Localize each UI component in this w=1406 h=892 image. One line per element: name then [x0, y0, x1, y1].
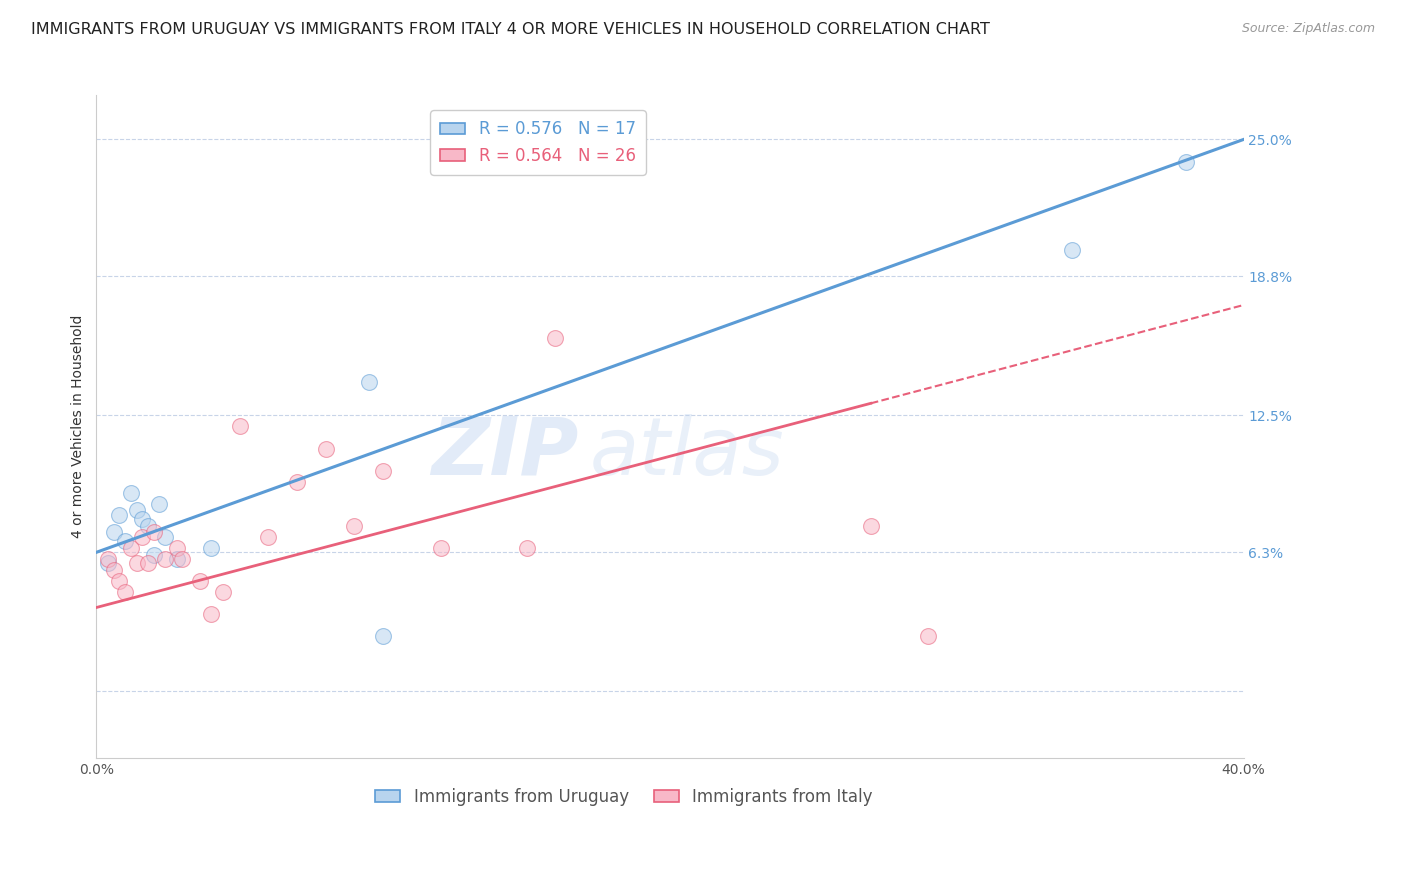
Point: [285, 475, 308, 489]
Point: [103, 563, 125, 577]
Point: [131, 530, 153, 544]
Point: [1175, 154, 1198, 169]
Point: [200, 607, 222, 621]
Point: [373, 464, 395, 478]
Point: [211, 585, 233, 599]
Point: [172, 552, 194, 566]
Point: [131, 512, 153, 526]
Point: [120, 541, 142, 555]
Point: [357, 376, 380, 390]
Point: [136, 557, 159, 571]
Legend: Immigrants from Uruguay, Immigrants from Italy: Immigrants from Uruguay, Immigrants from…: [368, 780, 879, 813]
Point: [142, 548, 165, 562]
Point: [114, 585, 136, 599]
Point: [120, 485, 142, 500]
Point: [114, 534, 136, 549]
Point: [200, 541, 222, 555]
Point: [257, 530, 280, 544]
Point: [97, 557, 120, 571]
Point: [315, 442, 337, 456]
Point: [166, 552, 188, 566]
Text: Source: ZipAtlas.com: Source: ZipAtlas.com: [1241, 22, 1375, 36]
Point: [108, 508, 131, 522]
Point: [1060, 243, 1083, 257]
Point: [108, 574, 131, 588]
Point: [97, 552, 120, 566]
Point: [373, 629, 395, 643]
Point: [229, 419, 252, 434]
Point: [136, 518, 159, 533]
Point: [148, 497, 170, 511]
Point: [188, 574, 211, 588]
Point: [343, 518, 366, 533]
Point: [516, 541, 538, 555]
Point: [142, 525, 165, 540]
Text: ZIP: ZIP: [430, 414, 578, 492]
Point: [125, 503, 148, 517]
Point: [166, 541, 188, 555]
Point: [917, 629, 939, 643]
Point: [153, 552, 176, 566]
Text: atlas: atlas: [589, 414, 785, 492]
Point: [544, 331, 567, 345]
Point: [153, 530, 176, 544]
Point: [125, 557, 148, 571]
Y-axis label: 4 or more Vehicles in Household: 4 or more Vehicles in Household: [72, 315, 86, 538]
Point: [429, 541, 451, 555]
Point: [103, 525, 125, 540]
Point: [859, 518, 882, 533]
Text: IMMIGRANTS FROM URUGUAY VS IMMIGRANTS FROM ITALY 4 OR MORE VEHICLES IN HOUSEHOLD: IMMIGRANTS FROM URUGUAY VS IMMIGRANTS FR…: [31, 22, 990, 37]
